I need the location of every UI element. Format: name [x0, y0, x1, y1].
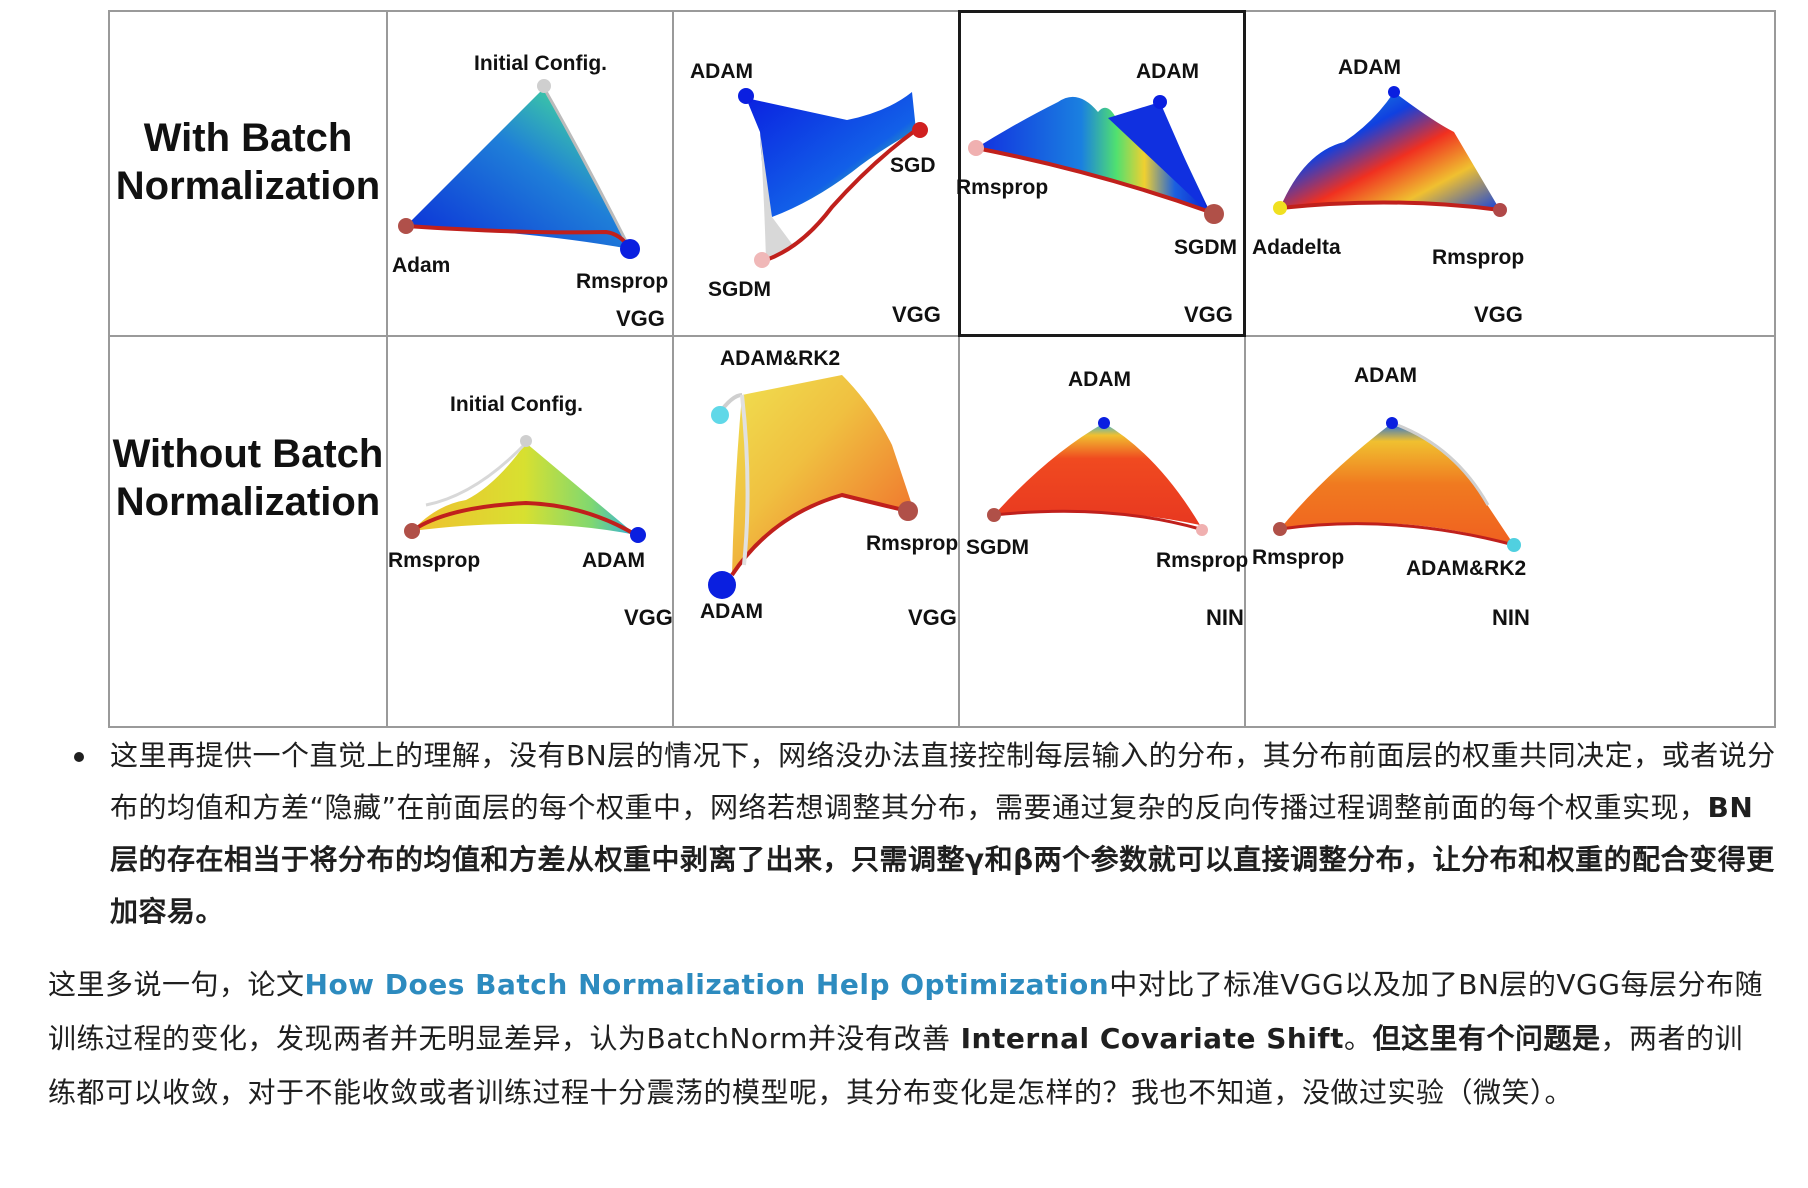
optimizer-label: Rmsprop [1156, 549, 1249, 572]
row-label-without-bn: Without Batch Normalization [110, 430, 386, 526]
landscape-plot [398, 79, 640, 259]
optimizer-label: SGDM [966, 536, 1029, 559]
optimizer-label: Rmsprop [1252, 546, 1345, 569]
optimizer-label: Initial Config. [450, 393, 583, 416]
optimizer-label: Rmsprop [576, 270, 669, 293]
model-label: VGG [624, 605, 673, 630]
optimizer-label: Rmsprop [1432, 246, 1525, 269]
landscape-plot [968, 95, 1224, 224]
paragraph-text: 。 [1343, 1022, 1373, 1055]
bullet-text: 这里再提供一个直觉上的理解，没有BN层的情况下，网络没办法直接控制每层输入的分布… [110, 730, 1778, 938]
model-label: VGG [616, 306, 665, 331]
bullet-plain-text: 这里再提供一个直觉上的理解，没有BN层的情况下，网络没办法直接控制每层输入的分布… [110, 739, 1776, 824]
bullet-marker [74, 752, 84, 762]
optimizer-label: ADAM&RK2 [1406, 557, 1527, 580]
model-label: VGG [1184, 302, 1233, 327]
optimizer-label: ADAM [1354, 364, 1417, 387]
optimizer-label: Adam [392, 254, 451, 277]
optimizer-label: ADAM [1068, 368, 1131, 391]
paragraph-bold-text: 但这里有个问题是 [1372, 1022, 1601, 1055]
column-divider [672, 12, 674, 726]
model-label: NIN [1492, 605, 1530, 630]
paragraph-text: ，两者的训练都可以收敛，对于不能收敛或者训练过程十分震荡的模型呢，其分布变化是怎… [48, 1022, 1743, 1109]
paragraph-text: 中对比了标准VGG以及加了BN层的VGG每层分布随训练过程的变化，发现两者并无明… [48, 968, 1763, 1055]
paper-link[interactable]: How Does Batch Normalization Help Optimi… [304, 968, 1110, 1001]
optimizer-label: ADAM [690, 60, 753, 83]
optimizer-label: Rmsprop [866, 532, 959, 555]
model-label: VGG [892, 302, 941, 327]
optimizer-label: ADAM [1136, 60, 1199, 83]
landscape-plot [708, 375, 918, 599]
row-label-line: Normalization [115, 164, 381, 208]
paragraph-text: 这里多说一句，论文 [48, 968, 305, 1001]
optimizer-label: ADAM&RK2 [720, 347, 841, 370]
row-label-with-bn: With Batch Normalization [110, 114, 386, 210]
optimizer-label: SGDM [1174, 236, 1237, 259]
paragraph-bold-text: Internal Covariate Shift [950, 1022, 1344, 1055]
highlighted-panel-border [958, 10, 1246, 337]
optimizer-label: ADAM [582, 549, 645, 572]
optimizer-label: SGDM [708, 278, 771, 301]
optimizer-label: ADAM [700, 600, 763, 623]
model-label: VGG [908, 605, 957, 630]
column-divider [386, 12, 388, 726]
landscape-plot [987, 417, 1208, 536]
row-label-line: With Batch [143, 116, 353, 160]
column-divider [958, 12, 960, 726]
bullet-bold-text: BN层的存在相当于将分布的均值和方差从权重中剥离了出来，只需调整γ和β两个参数就… [110, 791, 1775, 928]
optimizer-label: Rmsprop [388, 549, 481, 572]
landscape-plot [1273, 86, 1507, 217]
row-label-line: Without Batch [112, 432, 384, 476]
loss-landscape-figure: With Batch Normalization Without Batch N… [108, 10, 1776, 728]
body-paragraph: 这里多说一句，论文How Does Batch Normalization He… [48, 958, 1768, 1120]
optimizer-label: ADAM [1338, 56, 1401, 79]
landscape-plot [404, 435, 646, 543]
optimizer-label: SGD [890, 154, 936, 177]
landscape-plot [1273, 417, 1521, 552]
optimizer-label: Rmsprop [956, 176, 1049, 199]
landscape-plot [738, 88, 928, 268]
model-label: VGG [1474, 302, 1523, 327]
row-divider [110, 335, 1774, 337]
row-label-line: Normalization [115, 480, 381, 524]
column-divider [1244, 12, 1246, 726]
optimizer-label: Adadelta [1252, 236, 1341, 259]
model-label: NIN [1206, 605, 1244, 630]
optimizer-label: Initial Config. [474, 52, 607, 75]
